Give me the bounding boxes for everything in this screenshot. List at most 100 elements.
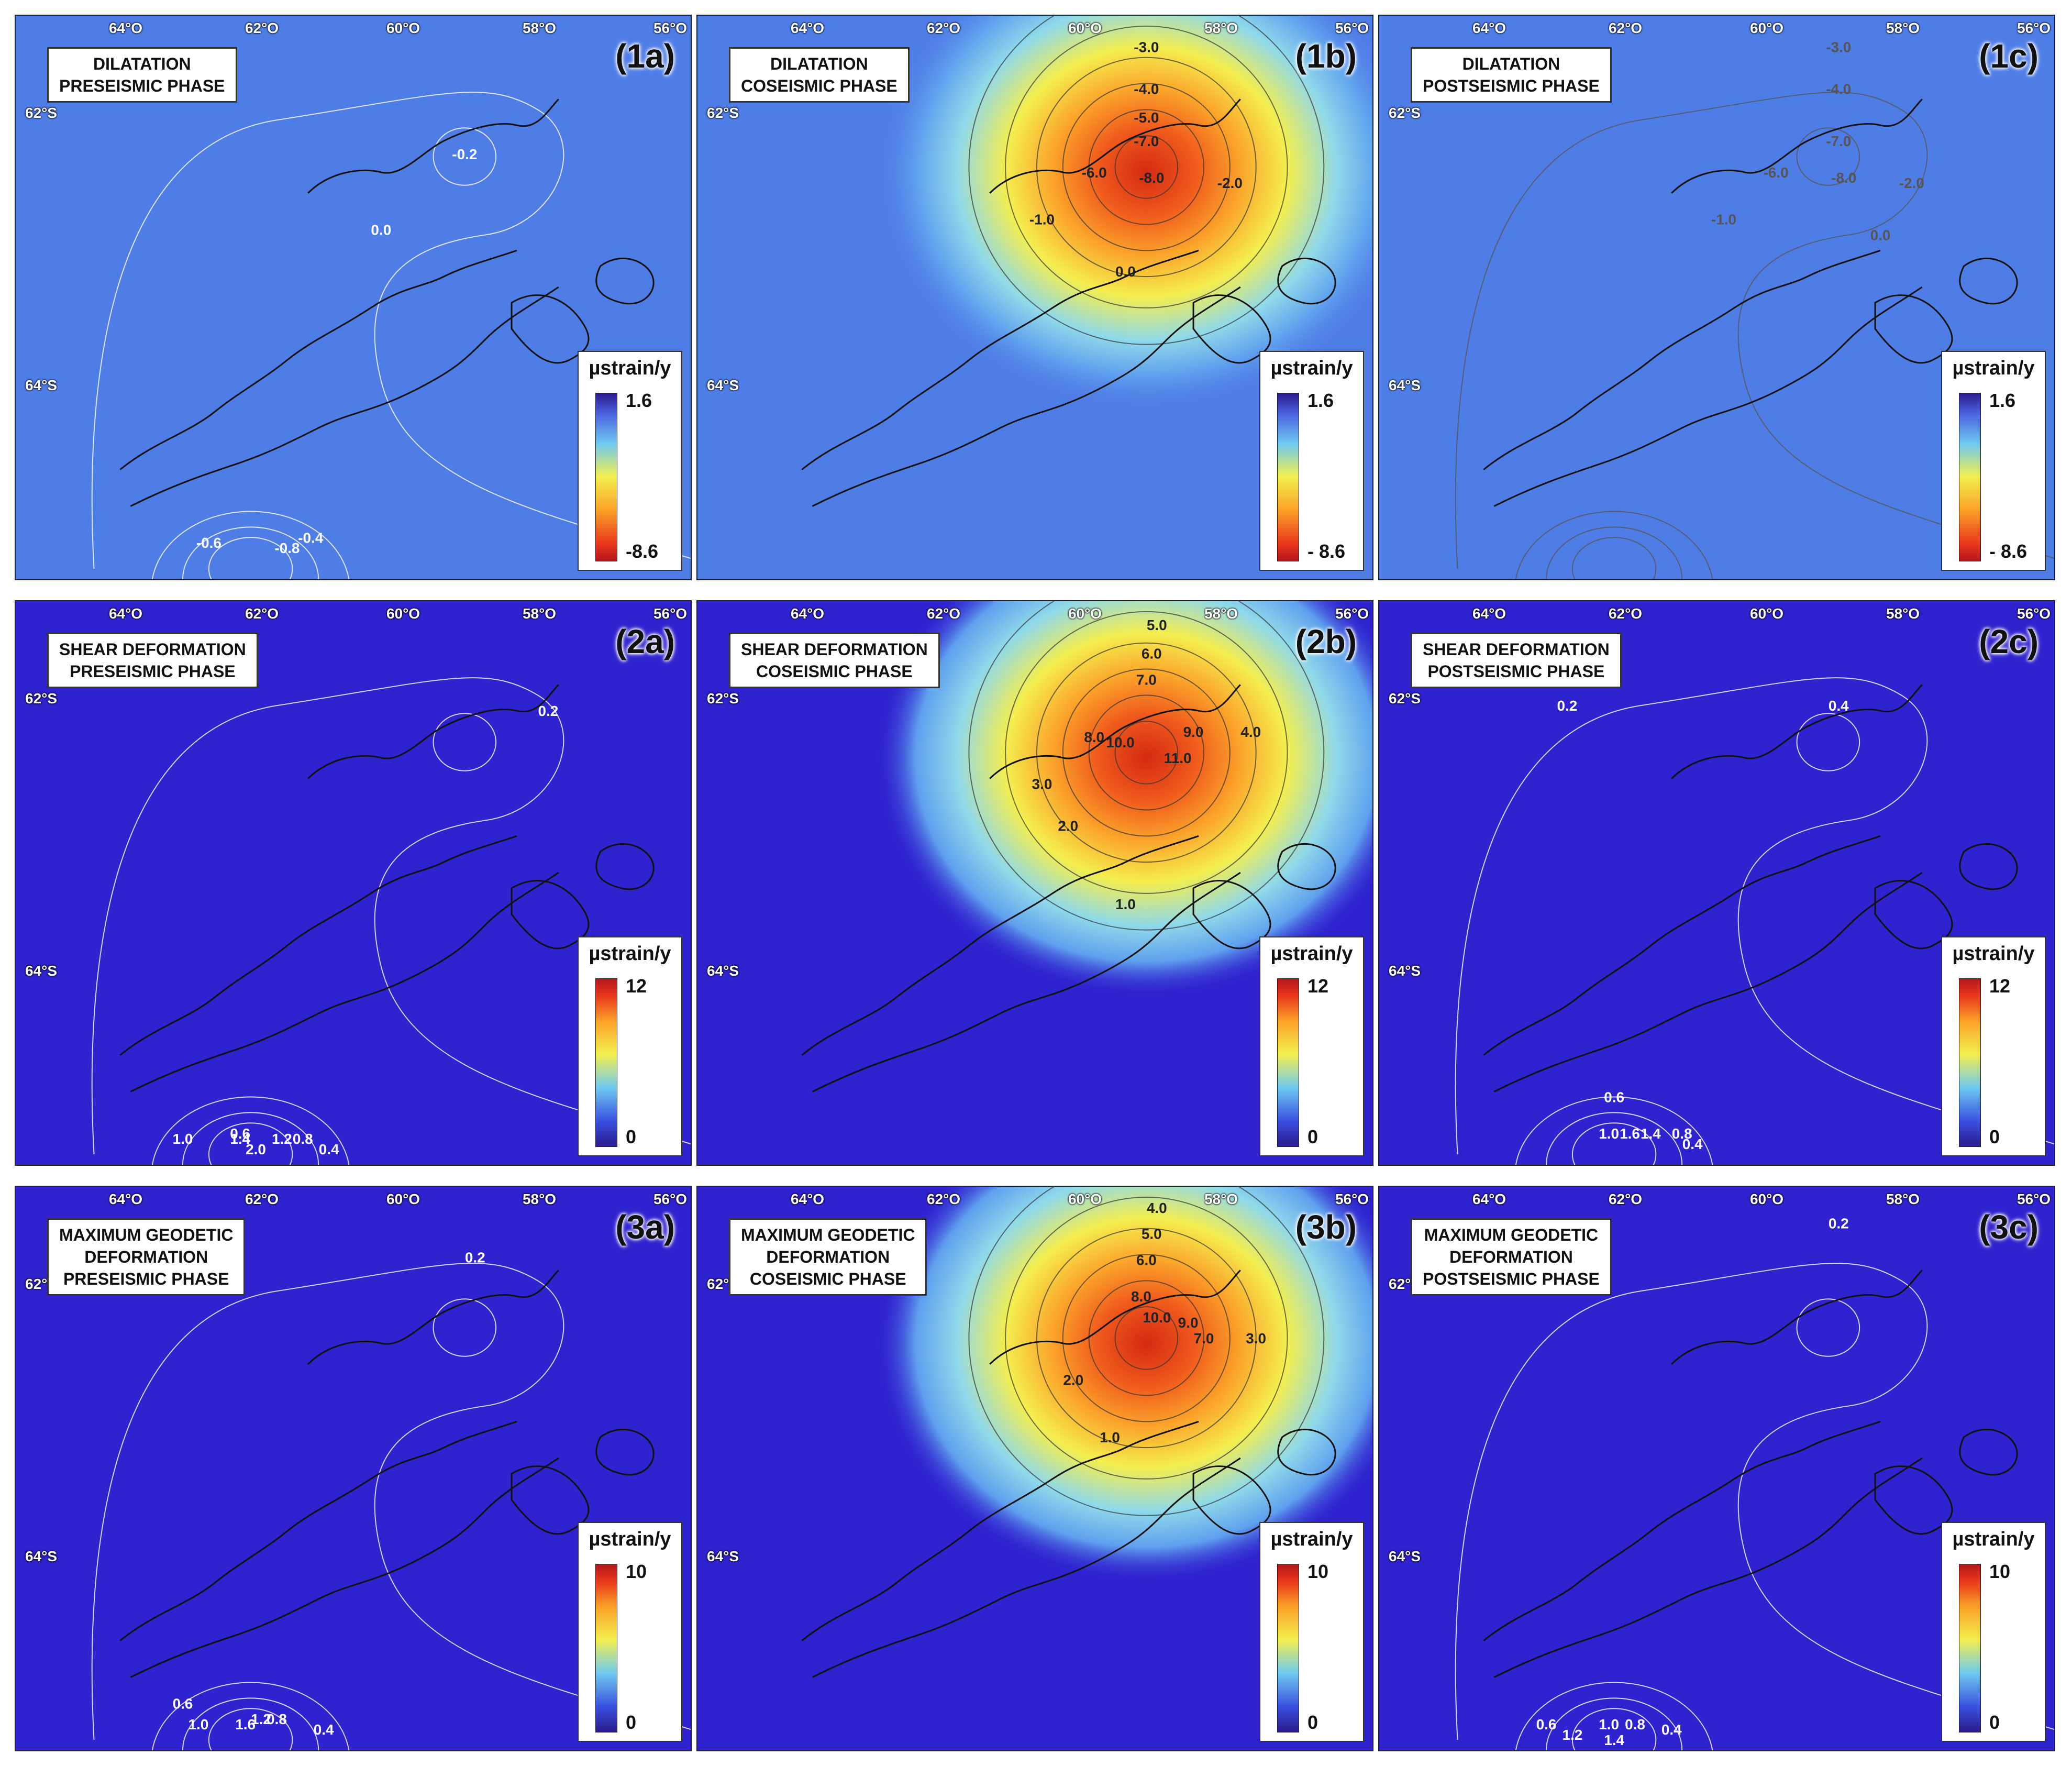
- latitude-label: 62°S: [1389, 690, 1421, 707]
- contour-label: -3.0: [1134, 39, 1159, 56]
- longitude-label: 56°O: [653, 1191, 688, 1207]
- coastline: [1483, 98, 2018, 507]
- contour-label: 0.4: [314, 1721, 334, 1738]
- contour-line: [1796, 713, 1860, 771]
- contour-label: -2.0: [1217, 175, 1243, 191]
- contour-line: [208, 1708, 293, 1750]
- colorbar: [1959, 393, 1981, 561]
- colorbar: [595, 978, 617, 1147]
- longitude-label: 64°O: [108, 20, 143, 36]
- panel-title: MAXIMUM GEODETIC DEFORMATION PRESEISMIC PH…: [47, 1218, 246, 1296]
- panel-id-label: (1b): [1295, 37, 1357, 75]
- panel-title-line: SHEAR DEFORMATION: [59, 640, 246, 659]
- contour-label: -0.2: [452, 146, 477, 162]
- legend-max-value: 10: [1989, 1561, 2011, 1582]
- longitude-label: 60°O: [1749, 20, 1784, 36]
- contour-label: 0.4: [1829, 698, 1849, 714]
- contour-line: [1114, 1306, 1179, 1370]
- contour-label: 0.2: [465, 1249, 485, 1265]
- colorbar-legend: µstrain/y 10 0: [578, 1522, 682, 1742]
- contour-line: [182, 1697, 319, 1750]
- panel-id-label: (3b): [1295, 1208, 1357, 1246]
- colorbar-legend: µstrain/y 1.6 -8.6: [578, 351, 682, 571]
- legend-min-value: 0: [1308, 1712, 1318, 1733]
- latitude-label: 62°S: [25, 690, 58, 707]
- contour-line: [1571, 1708, 1657, 1750]
- contour-line: [91, 92, 691, 569]
- contour-label: 0.4: [319, 1141, 339, 1157]
- legend-min-value: 0: [1989, 1712, 2000, 1733]
- panel-title: SHEAR DEFORMATION PRESEISMIC PHASE: [47, 633, 258, 688]
- longitude-label: 62°O: [245, 605, 279, 622]
- panel-title: DILATATION POSTSEISMIC PHASE: [1411, 47, 1612, 103]
- panel-title: SHEAR DEFORMATION POSTSEISMIC PHASE: [1411, 633, 1622, 688]
- contour-line: [1005, 25, 1288, 308]
- strain-field-map: -0.2 0.0 -0.6 -0.8-0.4: [16, 16, 691, 579]
- panel-title-line: DILATATION: [93, 54, 191, 73]
- contour-line: [1455, 92, 2054, 569]
- latitude-label: 64°S: [25, 377, 58, 393]
- longitude-label: 60°O: [1068, 1191, 1102, 1207]
- longitude-label: 62°O: [926, 605, 961, 622]
- coastline: [801, 684, 1336, 1092]
- colorbar-legend: µstrain/y 1.6 - 8.6: [1259, 351, 1364, 571]
- coastline: [1483, 1270, 2018, 1678]
- legend-max-value: 1.6: [1308, 390, 1334, 411]
- panel-title-line: DEFORMATION: [1449, 1248, 1573, 1266]
- panel-title: DILATATION COSEISMIC PHASE: [729, 47, 910, 103]
- contour-line: [1036, 57, 1257, 278]
- panel-title-line: COSEISMIC PHASE: [749, 1270, 906, 1288]
- latitude-label: 64°S: [1389, 1548, 1421, 1564]
- contour-label: 0.0: [1115, 263, 1136, 280]
- longitude-label: 58°O: [522, 1191, 557, 1207]
- contour-label: -5.0: [1134, 109, 1159, 126]
- legend-max-value: 12: [626, 975, 647, 997]
- longitude-label: 60°O: [386, 605, 420, 622]
- panel-title-line: POSTSEISMIC PHASE: [1427, 662, 1605, 681]
- colorbar: [1277, 978, 1299, 1147]
- panel-title-line: MAXIMUM GEODETIC: [1424, 1226, 1599, 1244]
- contour-line: [91, 1263, 691, 1740]
- contour-label: -3.0: [1826, 39, 1851, 56]
- legend-unit: µstrain/y: [1270, 943, 1353, 965]
- latitude-label: 64°S: [707, 1548, 739, 1564]
- contour-line: [433, 1298, 497, 1357]
- coastline: [801, 1270, 1336, 1678]
- colorbar-legend: µstrain/y 12 0: [578, 936, 682, 1156]
- contour-line: [208, 537, 293, 579]
- panel-title-line: POSTSEISMIC PHASE: [1423, 76, 1600, 95]
- contour-label: 4.0: [1147, 1200, 1167, 1216]
- legend-unit: µstrain/y: [589, 357, 671, 379]
- contour-line: [1546, 526, 1683, 579]
- panel-title-line: DILATATION: [1462, 54, 1560, 73]
- contour-label: -2.0: [1899, 175, 1924, 191]
- latitude-label: 64°S: [1389, 963, 1421, 979]
- longitude-label: 64°O: [790, 1191, 825, 1207]
- contour-label: 9.0: [1183, 724, 1204, 740]
- longitude-label: 56°O: [1335, 605, 1369, 622]
- latitude-label: 62°S: [25, 105, 58, 121]
- longitude-label: 56°O: [2016, 1191, 2051, 1207]
- contour-label: 11.0: [1164, 750, 1192, 766]
- panel-title-line: POSTSEISMIC PHASE: [1423, 1270, 1600, 1288]
- contour-label: 1.0: [189, 1716, 209, 1732]
- contour-label: 0.2: [1557, 698, 1577, 714]
- strain-hotspot: [875, 601, 1372, 998]
- longitude-label: 62°O: [926, 20, 961, 36]
- longitude-label: 60°O: [1749, 605, 1784, 622]
- strain-hotspot: [875, 1187, 1372, 1584]
- longitude-label: 64°O: [1472, 605, 1506, 622]
- contour-label: -4.0: [1826, 81, 1851, 97]
- legend-max-value: 12: [1308, 975, 1329, 997]
- colorbar: [1959, 1564, 1981, 1732]
- contour-line: [1455, 1263, 2054, 1740]
- contour-line: [1546, 1112, 1683, 1165]
- panel-title-line: SHEAR DEFORMATION: [741, 640, 928, 659]
- contour-label: 7.0: [1194, 1330, 1214, 1346]
- coastline: [119, 1270, 655, 1678]
- contour-line: [151, 1682, 350, 1750]
- contour-label: -7.0: [1826, 133, 1851, 149]
- contour-line: [208, 1122, 293, 1165]
- legend-max-value: 1.6: [626, 390, 652, 411]
- coastline: [119, 98, 655, 507]
